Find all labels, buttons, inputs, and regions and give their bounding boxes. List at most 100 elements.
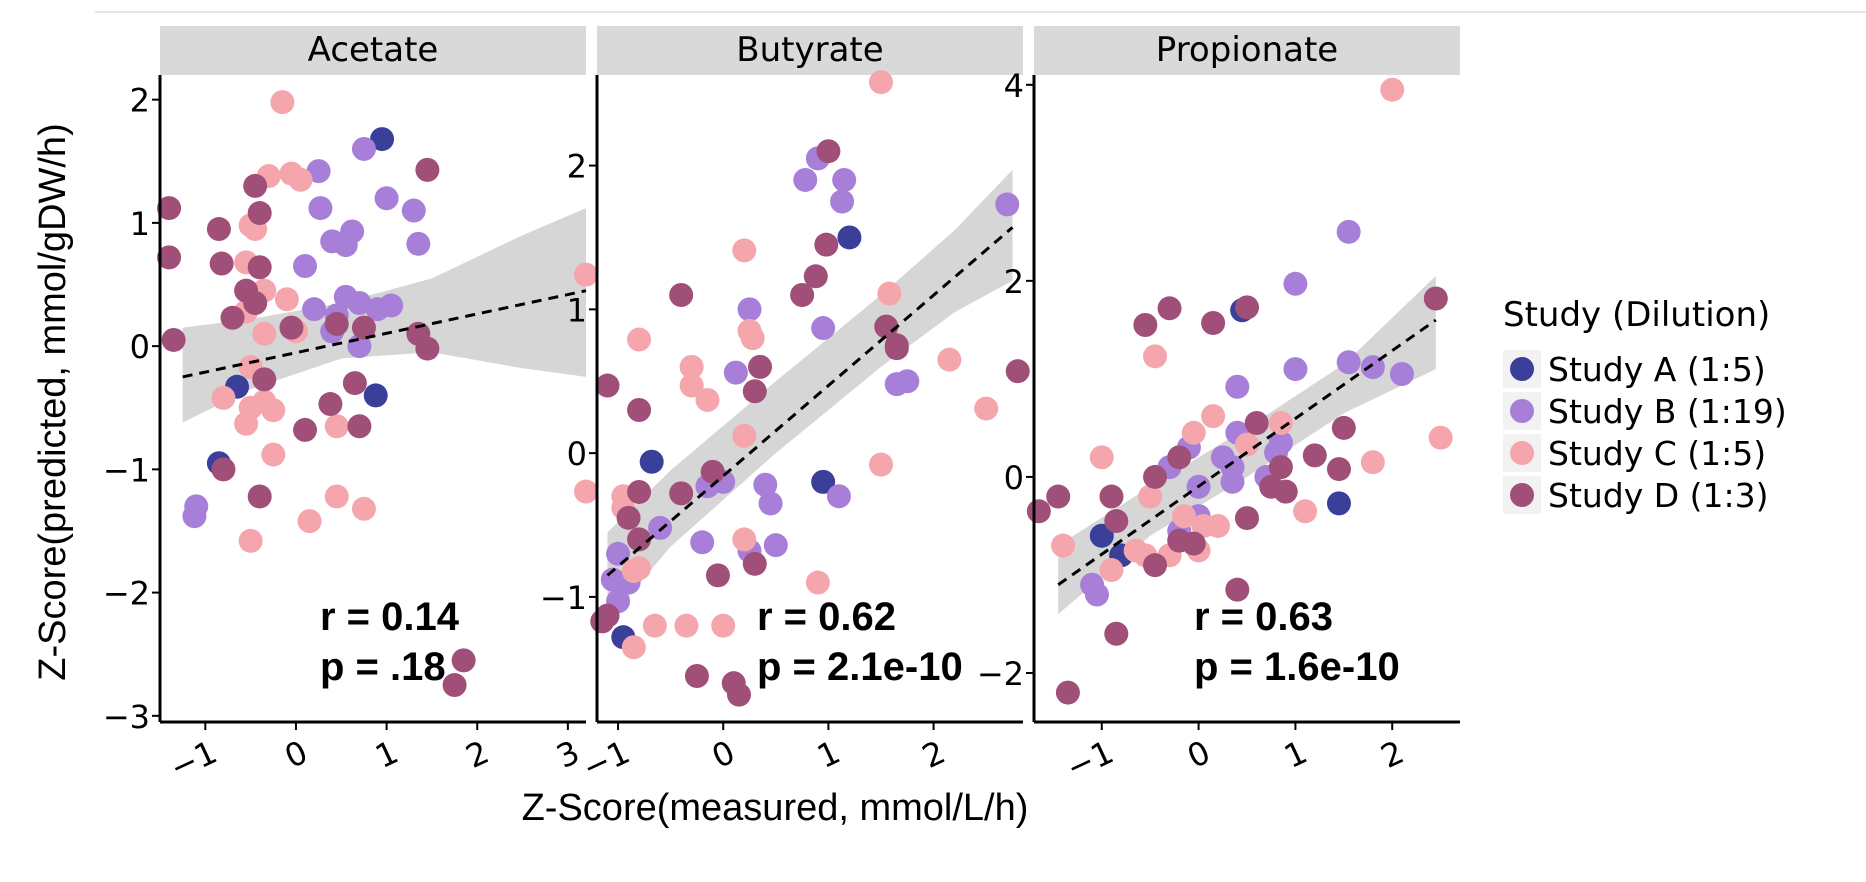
data-point bbox=[1005, 359, 1030, 384]
data-point bbox=[1336, 350, 1361, 375]
data-point bbox=[742, 379, 767, 404]
data-point bbox=[674, 613, 699, 638]
legend-items: Study A (1:5)Study B (1:19)Study C (1:5)… bbox=[1503, 350, 1787, 515]
data-point bbox=[627, 398, 652, 423]
facet-strip-label: Propionate bbox=[1156, 30, 1338, 70]
top-divider-line bbox=[95, 11, 1866, 13]
x-axis-title: Z-Score(measured, mmol/L/h) bbox=[522, 787, 1029, 829]
data-point bbox=[1225, 374, 1250, 399]
data-point bbox=[627, 556, 652, 581]
data-point bbox=[157, 196, 182, 221]
x-tick-label: 0 bbox=[706, 733, 741, 776]
facet-strip-label: Acetate bbox=[308, 30, 439, 70]
data-point bbox=[1302, 443, 1327, 468]
data-point bbox=[1181, 420, 1206, 445]
data-point bbox=[837, 225, 862, 250]
data-point bbox=[669, 481, 694, 506]
y-tick-label: 2 bbox=[567, 148, 587, 186]
data-point bbox=[442, 673, 467, 698]
data-point bbox=[243, 290, 268, 315]
data-point bbox=[1143, 464, 1168, 489]
data-point bbox=[574, 479, 598, 504]
legend-label: Study C (1:5) bbox=[1548, 434, 1766, 473]
data-point bbox=[1360, 450, 1385, 475]
data-point bbox=[1336, 219, 1361, 244]
data-point bbox=[805, 570, 830, 595]
data-point bbox=[1099, 484, 1124, 509]
data-point bbox=[1157, 296, 1182, 321]
data-point bbox=[347, 414, 372, 439]
y-tick-label: 2 bbox=[1004, 263, 1024, 301]
data-point bbox=[206, 217, 231, 242]
data-point bbox=[308, 196, 333, 221]
data-point bbox=[297, 509, 322, 534]
data-point bbox=[669, 282, 694, 307]
data-point bbox=[1283, 271, 1308, 296]
data-point bbox=[1172, 504, 1197, 529]
data-point bbox=[1026, 499, 1051, 524]
data-point bbox=[324, 311, 349, 336]
data-point bbox=[161, 327, 186, 352]
y-tick-label: −2 bbox=[103, 575, 150, 613]
data-point bbox=[1326, 491, 1351, 516]
data-point bbox=[1235, 432, 1259, 457]
data-point bbox=[220, 305, 245, 330]
data-point bbox=[830, 189, 855, 214]
data-point bbox=[790, 282, 815, 307]
data-point bbox=[616, 505, 641, 530]
data-point bbox=[209, 251, 234, 276]
data-point bbox=[684, 663, 709, 688]
data-point bbox=[758, 491, 783, 516]
data-point bbox=[1331, 415, 1356, 440]
facet-strip-label: Butyrate bbox=[736, 30, 883, 70]
data-point bbox=[974, 396, 999, 421]
data-point bbox=[247, 255, 272, 280]
x-tick-label: −1 bbox=[1060, 733, 1119, 787]
data-point bbox=[595, 373, 620, 398]
data-point bbox=[288, 167, 313, 192]
data-point bbox=[732, 238, 757, 263]
correlation-label: r = 0.63 bbox=[1194, 595, 1333, 639]
data-point bbox=[1326, 457, 1351, 482]
data-point bbox=[1201, 311, 1226, 336]
data-point bbox=[252, 367, 277, 392]
data-point bbox=[732, 527, 757, 552]
data-point bbox=[401, 198, 426, 223]
data-point bbox=[869, 452, 893, 477]
legend-label: Study D (1:3) bbox=[1548, 476, 1769, 515]
data-point bbox=[627, 479, 652, 504]
data-point bbox=[279, 315, 304, 340]
legend: Study (Dilution) Study A (1:5)Study B (1… bbox=[1503, 295, 1787, 515]
y-tick-label: 2 bbox=[130, 82, 150, 120]
legend-label: Study A (1:5) bbox=[1548, 350, 1766, 389]
data-point bbox=[406, 231, 431, 256]
legend-swatch bbox=[1510, 441, 1534, 465]
data-point bbox=[274, 287, 299, 312]
data-point bbox=[293, 254, 318, 279]
data-point bbox=[832, 167, 857, 192]
data-point bbox=[306, 159, 331, 184]
data-point bbox=[1360, 355, 1385, 380]
data-point bbox=[793, 167, 818, 192]
data-point bbox=[234, 411, 259, 436]
data-point bbox=[379, 293, 404, 318]
data-point bbox=[1268, 430, 1293, 455]
data-point bbox=[157, 245, 182, 270]
y-tick-label: −1 bbox=[540, 579, 587, 617]
data-point bbox=[351, 315, 376, 340]
x-tick-label: −1 bbox=[164, 733, 223, 787]
data-point bbox=[1167, 445, 1192, 470]
data-point bbox=[374, 186, 399, 211]
data-point bbox=[238, 528, 263, 553]
data-point bbox=[1235, 295, 1259, 320]
data-point bbox=[347, 290, 372, 315]
x-tick-label: 1 bbox=[1278, 733, 1313, 776]
data-point bbox=[816, 139, 841, 164]
data-point bbox=[574, 262, 598, 287]
data-point bbox=[351, 496, 376, 521]
data-point bbox=[1138, 484, 1163, 509]
x-tick-label: 2 bbox=[460, 733, 495, 776]
